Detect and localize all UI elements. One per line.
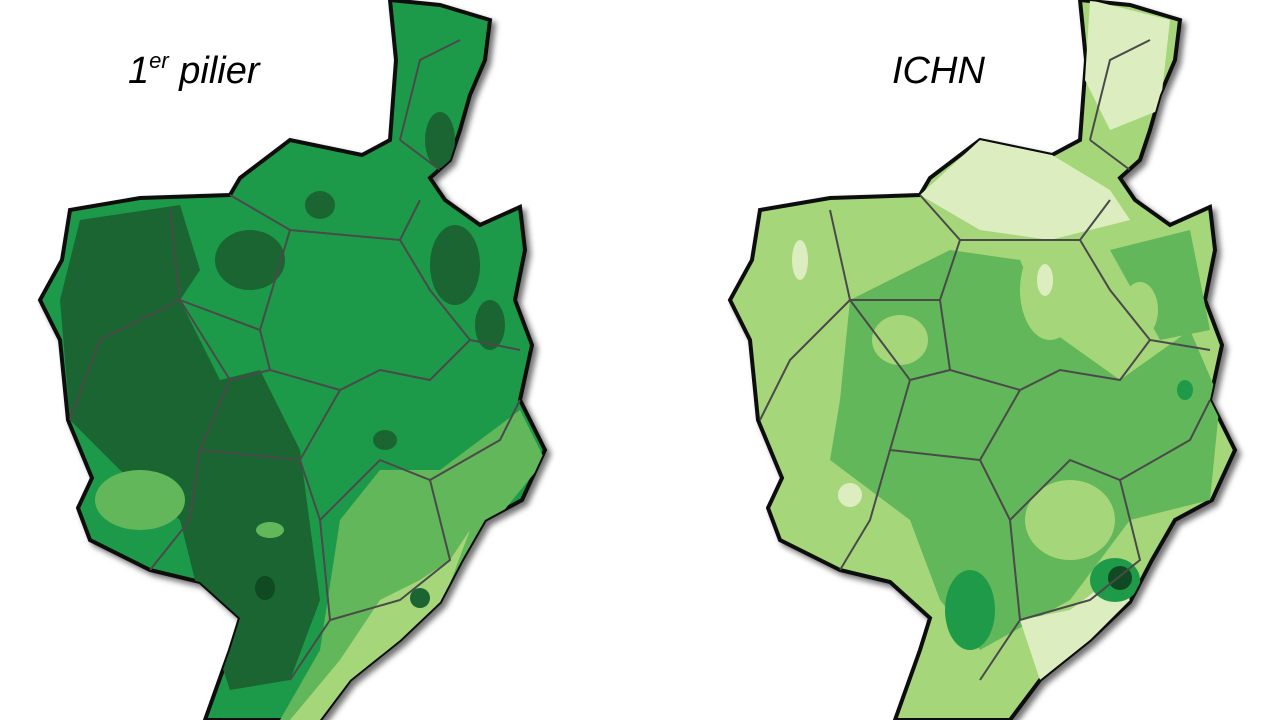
department-borders xyxy=(759,39,1211,681)
zone-darkest xyxy=(255,576,275,600)
map-1er-pilier xyxy=(38,0,547,720)
zone-dark xyxy=(305,191,335,219)
zone-light xyxy=(1122,282,1158,338)
zone-dark xyxy=(475,300,505,350)
zone-dark xyxy=(215,230,285,290)
zone-medium xyxy=(1177,380,1193,400)
zone-mid xyxy=(830,250,1220,650)
zone-mid-light xyxy=(256,522,284,538)
zone-dark-west xyxy=(60,205,320,690)
zone-dark xyxy=(430,225,480,305)
map-title-ichn: ICHN xyxy=(892,50,985,92)
zone-mid-light-southeast xyxy=(280,410,545,720)
zone-pale-south xyxy=(1020,580,1130,680)
zone-mid xyxy=(1110,230,1210,340)
zone-pale xyxy=(1037,264,1053,296)
zone-pale-north xyxy=(920,140,1130,240)
zone-dark xyxy=(410,588,430,608)
title-number: 1 xyxy=(128,50,150,92)
department-borders xyxy=(69,39,521,681)
zone-pale-north xyxy=(1085,0,1170,130)
zone-dark xyxy=(425,112,455,168)
zone-light xyxy=(872,315,928,365)
zone-pale xyxy=(792,240,808,280)
map-ichn xyxy=(728,0,1237,720)
map-zones xyxy=(60,112,545,720)
zone-light xyxy=(290,530,470,720)
zone-dark xyxy=(373,430,397,450)
map-zones xyxy=(792,0,1220,680)
zone-medium xyxy=(945,570,995,650)
title-superscript: er xyxy=(149,48,169,73)
zone-mid-light xyxy=(95,470,185,530)
map-title-1er-pilier: 1er pilier xyxy=(128,48,260,93)
title-text: pilier xyxy=(168,50,260,92)
zone-light xyxy=(1025,480,1115,560)
zone-pale xyxy=(838,483,862,507)
